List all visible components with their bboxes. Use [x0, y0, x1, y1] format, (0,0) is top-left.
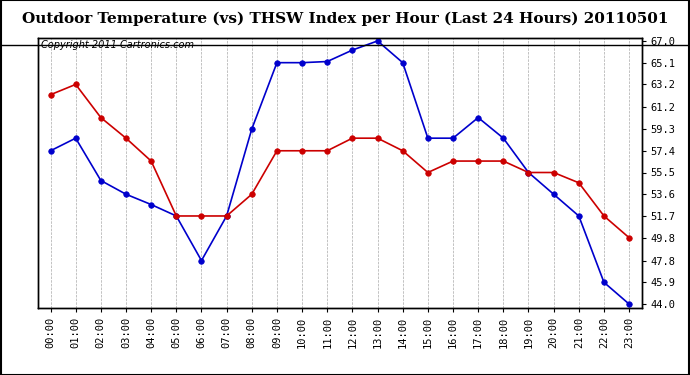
Text: Outdoor Temperature (vs) THSW Index per Hour (Last 24 Hours) 20110501: Outdoor Temperature (vs) THSW Index per …: [22, 11, 668, 26]
Text: Copyright 2011 Cartronics.com: Copyright 2011 Cartronics.com: [41, 40, 194, 50]
